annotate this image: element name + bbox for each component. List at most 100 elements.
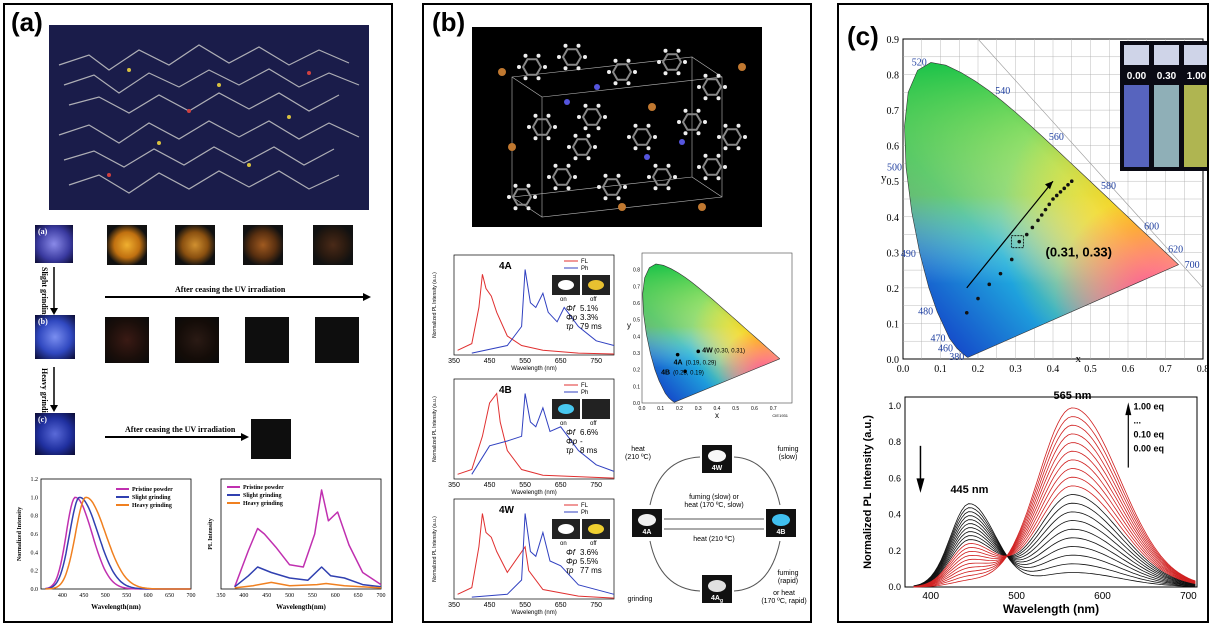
cie-point [1017,239,1022,244]
titration-curve [913,433,1196,588]
molecule-ring [631,128,653,146]
bromine-atom [618,203,626,211]
vial-cap [1184,45,1207,65]
chart-b-spectra: 350 450 550 650 750 Wavelength (nm) Normalized… [432,254,615,616]
fl-line [457,513,615,599]
cie-point [1066,182,1070,187]
atom [723,85,727,89]
titration-curve [913,507,1196,587]
label-grinding: grinding [628,596,653,603]
x-tick-label: 600 [331,593,340,599]
legend-label: FL [581,383,589,389]
off-label: off [590,541,597,547]
vial-label: 0.30 [1157,71,1177,82]
atom [543,65,547,69]
atom [583,103,588,108]
wavelength-label: 580 [1101,181,1116,192]
series-line [234,566,382,588]
x-axis-label: Wavelength(nm) [91,603,141,611]
atom [526,206,531,211]
atom [596,126,601,131]
legend-label: Heavy grinding [243,501,283,507]
photo-b-1 [105,317,149,363]
atom [583,126,588,131]
y-axis-label: Normalized PL Intensity (a.u.) [862,415,874,569]
label-mid-bottom: heat (210 ºC) [693,536,734,543]
x-tick-label: 0.3 [695,406,702,412]
label-fuming-rapid: fuming [777,570,798,577]
atom [546,113,551,118]
node-label: 4B [777,529,786,536]
y-tick-label: 0.7 [887,106,900,117]
metric-symbol: τp [566,446,574,455]
metric-symbol: τp [566,566,574,575]
cie-point [1047,202,1052,207]
x-tick-label: 650 [354,593,363,599]
metric-symbol: Φp [566,313,578,322]
titration-curve [913,502,1196,587]
atom [683,131,688,136]
label-fuming-slow: fuming [777,446,798,453]
arrow-text-1: After ceasing the UV irradiation [175,285,286,294]
atom [703,176,708,181]
metric-symbol: Φp [566,437,578,446]
spectrum-name: 4B [499,385,512,396]
bromine-atom [648,103,656,111]
atom [533,195,537,199]
metric-value: 6.6% [580,428,598,437]
atom [513,183,518,188]
y-tick-label: 0.2 [633,368,640,374]
metric-symbol: Φf [566,548,576,557]
peak-label-yellow: 565 nm [1054,390,1092,402]
atom [697,165,701,169]
ph-line [471,513,615,598]
on-label: on [560,297,567,303]
sample-glow-off [588,524,604,534]
atom [663,71,668,76]
label-fuming-slow: (slow) [779,454,798,461]
atom [553,163,558,168]
wavelength-label: 620 [1168,244,1183,255]
atom [703,73,708,78]
legend-label: Pristine powder [132,487,173,493]
x-axis-label: Wavelength (nm) [511,490,556,496]
bromine-atom [508,143,516,151]
metric-value: - [580,437,583,446]
molecule-ring [721,128,743,146]
atom [586,133,591,138]
off-label: off [590,297,597,303]
photo-a-1 [107,225,147,265]
atom [663,48,668,53]
titration-curve [913,459,1196,587]
wavelength-label: 700 [1185,260,1200,271]
axes-frame [220,478,382,590]
atom [586,156,591,161]
metric-value: 8 ms [580,446,597,455]
y-tick-label: 0.0 [31,587,39,593]
bromine-atom [498,68,506,76]
y-tick-label: 0.4 [888,510,901,520]
series-line [45,496,191,590]
cie-highlight-label: (0.31, 0.33) [1046,244,1113,259]
sample-glow [638,514,656,526]
grind-label-slight: Slight grinding [40,267,49,319]
cie-locus [642,263,780,403]
x-tick-label: 700 [1180,591,1197,602]
axes-frame [453,378,615,480]
atom [666,186,671,191]
photo-off [582,399,610,419]
vial-label: 1.00 [1187,71,1207,82]
atom [716,96,721,101]
sample-glow [708,580,726,592]
panel-c-label: (c) [847,21,879,51]
atom [536,53,541,58]
photo-a-2 [175,225,215,265]
wavelength-label: 520 [912,57,927,68]
arc-heat [649,456,701,506]
legend-label: Ph [581,390,588,396]
cie-point [998,271,1003,276]
atom [563,66,568,71]
x-tick-label: 0.7 [770,406,777,412]
molecule-ring [661,53,683,71]
atom [573,156,578,161]
